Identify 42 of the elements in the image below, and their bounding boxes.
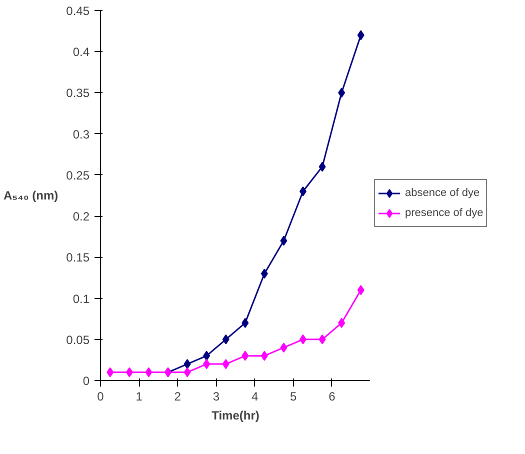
point	[357, 285, 364, 296]
point	[280, 342, 288, 353]
y-tick-label: 0.2	[72, 210, 90, 224]
point	[106, 367, 114, 378]
y-tick-label: 0.45	[66, 4, 90, 18]
y-tick-label: 0.05	[66, 332, 90, 347]
point	[318, 334, 326, 344]
x-tick-label: 0	[97, 390, 104, 404]
point	[184, 359, 191, 370]
legend-label: presence of dye	[405, 206, 484, 218]
point	[318, 162, 326, 172]
point	[338, 318, 346, 328]
y-tick-label: 0.1	[72, 292, 90, 306]
y-tick-label: 0.3	[72, 127, 90, 142]
x-axis-title: Time(hr)	[212, 408, 260, 422]
legend-label: absence of dye	[405, 186, 480, 198]
point	[222, 359, 230, 370]
point	[145, 367, 152, 378]
point	[203, 359, 210, 370]
point	[203, 350, 210, 361]
y-axis-title: A₅₄₀ (nm)	[4, 188, 58, 202]
y-tick-label: 0	[82, 374, 90, 388]
x-tick-label: 6	[328, 390, 336, 404]
x-tick-label: 3	[212, 390, 220, 404]
point	[260, 350, 268, 361]
x-tick-label: 4	[251, 390, 258, 404]
y-tick-label: 0.4	[72, 45, 90, 60]
x-tick-label: 2	[174, 390, 182, 404]
point	[222, 334, 230, 344]
point	[260, 268, 268, 279]
point	[280, 236, 288, 246]
y-tick-label: 0.15	[66, 250, 90, 265]
y-tick-label: 0.35	[66, 86, 90, 100]
point	[126, 367, 133, 378]
point	[242, 318, 249, 328]
x-tick-label: 5	[290, 390, 298, 404]
y-tick-label: 0.25	[66, 168, 90, 182]
x-tick-label: 1	[136, 390, 143, 404]
point	[357, 30, 364, 40]
point	[242, 350, 249, 361]
point	[184, 367, 191, 378]
point	[338, 88, 346, 98]
